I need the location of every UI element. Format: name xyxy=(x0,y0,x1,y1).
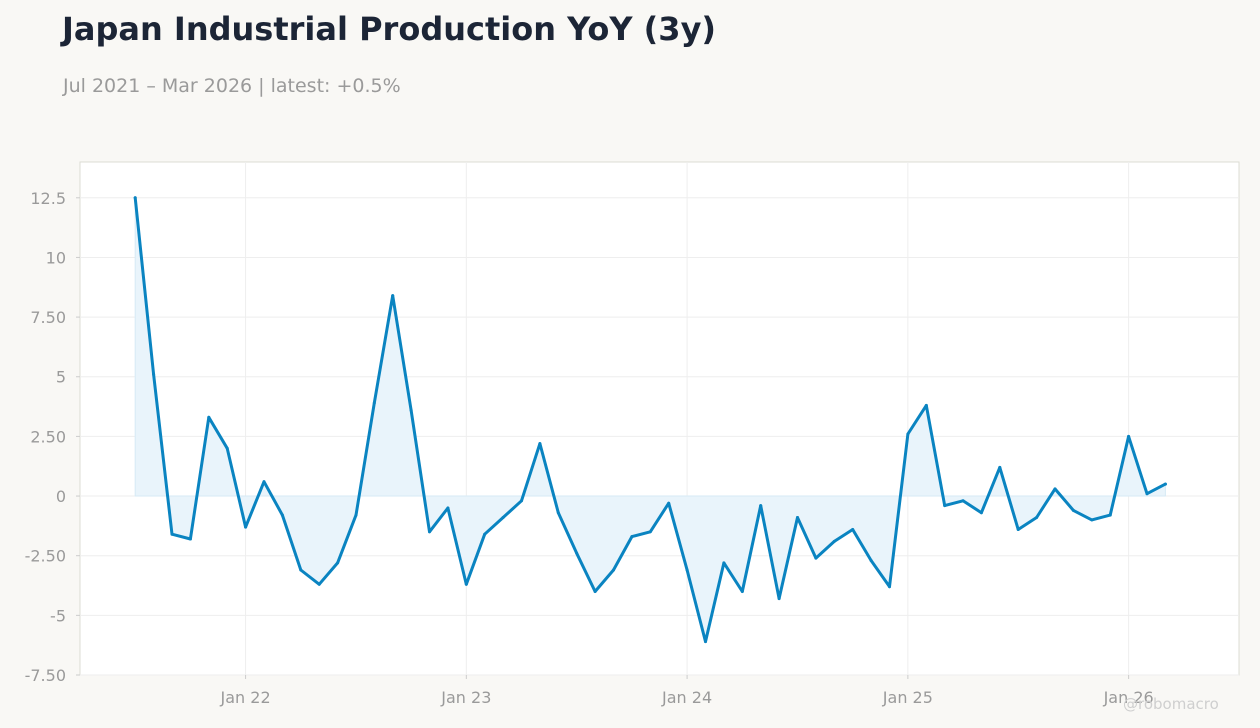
data-point xyxy=(1016,528,1020,531)
data-point xyxy=(1145,492,1149,496)
data-point xyxy=(777,597,781,601)
data-point xyxy=(667,501,671,505)
y-tick-label: -5 xyxy=(50,606,66,625)
y-tick-label: 5 xyxy=(56,368,66,387)
data-point xyxy=(998,465,1002,469)
data-point xyxy=(409,408,413,412)
data-point xyxy=(188,537,192,541)
data-points xyxy=(133,196,1167,644)
y-tick-label: 2.50 xyxy=(30,427,66,446)
data-point xyxy=(501,516,505,519)
x-tick-label: Jan 22 xyxy=(220,688,271,707)
y-tick-label: 0 xyxy=(56,487,66,506)
data-point xyxy=(152,372,156,376)
data-point xyxy=(888,585,891,589)
data-point xyxy=(1071,508,1075,512)
data-point xyxy=(538,442,542,446)
data-point xyxy=(1053,487,1057,491)
data-point xyxy=(851,528,855,531)
data-point xyxy=(391,294,395,298)
data-point xyxy=(722,561,726,565)
y-tick-label: 12.5 xyxy=(30,189,66,208)
data-point xyxy=(354,513,358,517)
data-point xyxy=(1035,516,1039,519)
data-point xyxy=(244,525,248,529)
data-point xyxy=(612,568,615,572)
chart-subtitle: Jul 2021 – Mar 2026 | latest: +0.5% xyxy=(63,75,401,97)
data-point xyxy=(464,582,468,586)
data-point xyxy=(446,506,450,510)
data-point xyxy=(648,530,652,534)
data-point xyxy=(796,516,799,519)
data-point xyxy=(483,532,487,536)
x-tick-label: Jan 26 xyxy=(1103,688,1154,707)
x-axis: Jan 22 Jan 23 Jan 24 Jan 25 Jan 26 xyxy=(220,675,1154,707)
data-point xyxy=(869,559,873,562)
data-point xyxy=(740,590,744,593)
x-tick-label: Jan 25 xyxy=(882,688,933,707)
data-point xyxy=(1108,513,1112,517)
data-point xyxy=(961,499,965,503)
data-point xyxy=(1163,482,1167,486)
data-point xyxy=(520,499,523,503)
data-point xyxy=(225,446,229,450)
data-point xyxy=(556,511,560,515)
data-point xyxy=(372,401,376,405)
data-point xyxy=(1127,434,1131,438)
data-point xyxy=(299,568,303,572)
data-point xyxy=(170,532,174,536)
watermark: @robomacro xyxy=(1123,695,1219,713)
data-point xyxy=(207,415,211,419)
data-point xyxy=(979,511,983,515)
data-point xyxy=(280,513,284,517)
data-point xyxy=(336,561,340,565)
data-point xyxy=(906,432,910,436)
data-point xyxy=(262,480,266,484)
x-tick-label: Jan 24 xyxy=(661,688,712,707)
data-point xyxy=(630,535,634,539)
data-point xyxy=(575,551,579,555)
data-point xyxy=(685,568,689,572)
y-tick-label: 7.50 xyxy=(30,308,66,327)
data-point xyxy=(317,582,321,586)
data-point xyxy=(428,530,431,534)
data-point xyxy=(943,504,947,508)
chart-title: Japan Industrial Production YoY (3y) xyxy=(62,10,717,48)
y-tick-label: -7.50 xyxy=(25,666,66,685)
data-point xyxy=(1090,518,1094,522)
data-point xyxy=(814,556,818,560)
data-point xyxy=(593,590,597,593)
y-tick-label: -2.50 xyxy=(25,547,66,566)
data-point xyxy=(759,504,763,508)
data-point xyxy=(924,403,928,407)
data-point xyxy=(133,196,137,200)
data-point xyxy=(704,640,707,644)
x-tick-label: Jan 23 xyxy=(440,688,491,707)
plot-background xyxy=(79,161,1240,676)
y-axis: 12.5 10 7.50 5 2.50 0 -2.50 -5 -7.50 xyxy=(25,189,80,685)
data-point xyxy=(832,539,836,543)
y-tick-label: 10 xyxy=(46,248,66,267)
